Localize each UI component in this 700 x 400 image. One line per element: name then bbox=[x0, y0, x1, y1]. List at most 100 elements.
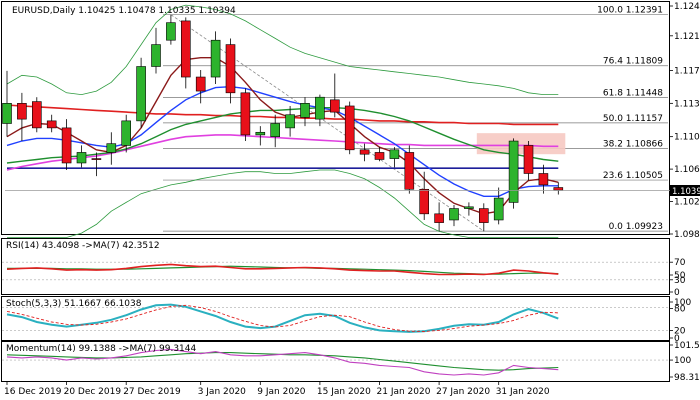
main-panel-frame[interactable] bbox=[1, 1, 670, 235]
candle-body bbox=[61, 127, 72, 164]
main-header: EURUSD,Daily 1.10425 1.10478 1.10335 1.1… bbox=[12, 6, 236, 16]
fib-label: 50.0 1.11157 bbox=[603, 114, 663, 124]
candle-body bbox=[449, 208, 459, 221]
resistance-zone bbox=[476, 133, 566, 155]
candle-body bbox=[374, 152, 385, 160]
date-label: 9 Jan 2020 bbox=[257, 387, 305, 397]
date-label: 16 Dec 2019 bbox=[4, 387, 62, 397]
current-price-label: 1.10394 bbox=[672, 187, 700, 197]
candle-body bbox=[17, 103, 27, 120]
candle-body bbox=[210, 39, 221, 78]
ma-magenta-line bbox=[6, 134, 559, 171]
price-tick-label: 1.12150 bbox=[674, 32, 700, 42]
fib-trend-line bbox=[170, 14, 485, 232]
fib-label: 61.8 1.11448 bbox=[603, 88, 663, 98]
candle-body bbox=[195, 76, 206, 92]
momentum-header: Momentum(14) 99.1388 ->MA(7) 99.3144 bbox=[6, 344, 197, 354]
price-axis: 1.12490 1.12150 1.11755 1.11380 1.11000 1.106… bbox=[669, 2, 700, 240]
date-label: 15 Jan 2020 bbox=[317, 387, 371, 397]
candle-body bbox=[31, 101, 42, 129]
candle-body bbox=[404, 152, 415, 190]
candle-body bbox=[166, 22, 176, 41]
candle-body bbox=[329, 99, 340, 113]
rsi-axis-label: 70 bbox=[674, 258, 686, 268]
candle-body bbox=[106, 143, 117, 153]
candle-body bbox=[181, 20, 191, 78]
candle-body bbox=[270, 123, 281, 137]
candle-body bbox=[493, 197, 504, 221]
ma-green-line bbox=[6, 106, 559, 164]
candle-body bbox=[300, 103, 310, 118]
price-tick-label: 1.11000 bbox=[674, 133, 700, 143]
momentum-axis-label: 101.5099 bbox=[674, 341, 700, 351]
rsi-axis-label: 30 bbox=[674, 276, 686, 286]
stoch-header: Stoch(5,3,3) 51.1667 66.1038 bbox=[6, 299, 142, 309]
rsi-axis-label: 50 bbox=[674, 271, 686, 281]
momentum-lines bbox=[2, 348, 669, 376]
ma-blue-line bbox=[6, 85, 559, 198]
bollinger-bands bbox=[6, 4, 566, 238]
rsi-line bbox=[6, 263, 559, 276]
stoch-d-line bbox=[6, 304, 559, 332]
date-axis: 16 Dec 2019 20 Dec 2019 27 Dec 2019 3 Jan 2… bbox=[4, 382, 550, 397]
candlesticks[interactable] bbox=[2, 14, 564, 232]
date-label: 27 Jan 2020 bbox=[436, 387, 490, 397]
rsi-axis-label: 0 bbox=[674, 288, 680, 298]
candle-body bbox=[523, 145, 534, 174]
candle-body bbox=[315, 96, 325, 120]
candle-body bbox=[225, 44, 236, 94]
stoch-axis-label: 20 bbox=[674, 326, 686, 336]
candle-body bbox=[553, 187, 564, 191]
date-label: 27 Dec 2019 bbox=[123, 387, 181, 397]
candle-body bbox=[389, 149, 400, 159]
candle-body bbox=[419, 188, 430, 215]
candle-body bbox=[285, 114, 295, 129]
bollinger-upper-line bbox=[6, 4, 559, 96]
fib-label: 76.4 1.11809 bbox=[603, 57, 663, 67]
momentum-panel-frame[interactable] bbox=[1, 341, 670, 382]
candle-body bbox=[46, 120, 57, 129]
price-tick-label: 1.10630 bbox=[674, 165, 700, 175]
price-tick-label: 1.10260 bbox=[674, 198, 700, 208]
candle-body bbox=[464, 206, 474, 209]
ma-red-line bbox=[6, 104, 559, 126]
stoch-axis-label: 100 bbox=[674, 298, 691, 308]
date-label: 21 Jan 2020 bbox=[377, 387, 431, 397]
stochastic-lines bbox=[2, 303, 669, 333]
candle-body bbox=[359, 149, 370, 155]
candle-body bbox=[151, 44, 161, 67]
price-tick-label: 1.12490 bbox=[674, 2, 700, 12]
stoch-k-line bbox=[6, 303, 559, 333]
candle-body bbox=[136, 66, 146, 122]
candle-body bbox=[240, 92, 251, 136]
date-label: 3 Jan 2020 bbox=[198, 387, 246, 397]
price-tick-label: 1.09890 bbox=[674, 230, 700, 240]
fib-label: 100.0 1.12391 bbox=[597, 6, 663, 16]
candle-body bbox=[76, 152, 87, 164]
momentum-line bbox=[6, 348, 559, 376]
rsi-header: RSI(14) 43.4098 ->MA(7) 42.3512 bbox=[6, 241, 160, 251]
stoch-axis-label: 80 bbox=[674, 305, 686, 315]
candle-body bbox=[2, 103, 12, 124]
candle-body bbox=[255, 131, 266, 136]
candle-body bbox=[538, 173, 549, 186]
fib-label: 0.0 1.09923 bbox=[609, 222, 663, 232]
candle-body bbox=[344, 105, 355, 151]
candle-body bbox=[91, 158, 102, 160]
current-price-box bbox=[670, 185, 700, 196]
momentum-axis-label: 98.3159 bbox=[674, 373, 700, 383]
candle-body bbox=[508, 140, 519, 203]
rsi-panel-frame[interactable] bbox=[1, 238, 670, 295]
date-label: 20 Dec 2019 bbox=[64, 387, 122, 397]
rsi-lines bbox=[2, 261, 669, 281]
date-label: 31 Jan 2020 bbox=[496, 387, 550, 397]
candle-body bbox=[478, 208, 489, 223]
fib-label: 38.2 1.10866 bbox=[603, 139, 663, 149]
candle-body bbox=[121, 120, 131, 146]
stoch-axis-label: 0 bbox=[674, 334, 680, 344]
price-tick-label: 1.11755 bbox=[674, 66, 700, 76]
momentum-axis-label: 100 bbox=[674, 356, 691, 366]
candle-body bbox=[434, 213, 444, 223]
